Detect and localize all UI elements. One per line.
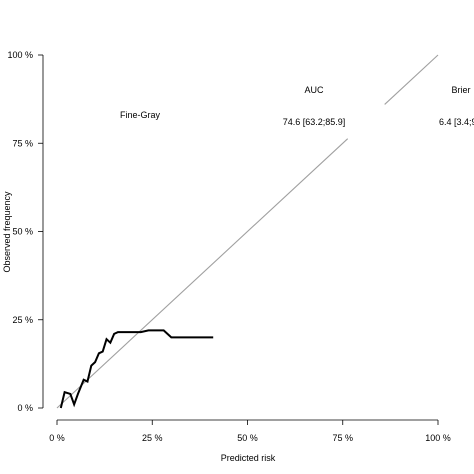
y-tick-label: 0 %: [17, 403, 33, 413]
x-axis-label: Predicted risk: [221, 453, 276, 463]
table-header-brier: Brier: [451, 85, 470, 95]
x-tick-label: 100 %: [425, 433, 451, 443]
x-tick-label: 50 %: [237, 433, 258, 443]
reference-line-segment: [56, 138, 349, 409]
y-tick-label: 25 %: [12, 315, 33, 325]
x-tick-label: 0 %: [49, 433, 65, 443]
series-layer: [59, 329, 214, 409]
performance-table: Fine-Gray AUC 74.6 [63.2;85.9] Brier 6.4…: [120, 85, 474, 127]
x-tick-label: 25 %: [142, 433, 163, 443]
y-axis: 0 % 25 % 50 % 75 % 100 %: [7, 50, 44, 413]
table-value-auc: 74.6 [63.2;85.9]: [283, 117, 346, 127]
table-header-auc: AUC: [304, 85, 324, 95]
y-tick-label: 100 %: [7, 50, 33, 60]
y-axis-label: Observed frequency: [2, 191, 12, 273]
y-tick-label: 50 %: [12, 227, 33, 237]
reference-diagonal: [56, 54, 439, 409]
x-axis: 0 % 25 % 50 % 75 % 100 %: [49, 419, 451, 443]
x-tick-label: 75 %: [332, 433, 353, 443]
series-line-fine-gray: [59, 329, 214, 409]
table-row-label: Fine-Gray: [120, 110, 161, 120]
y-tick-label: 75 %: [12, 138, 33, 148]
reference-line-segment: [384, 54, 439, 105]
table-value-brier: 6.4 [3.4;9: [439, 117, 474, 127]
